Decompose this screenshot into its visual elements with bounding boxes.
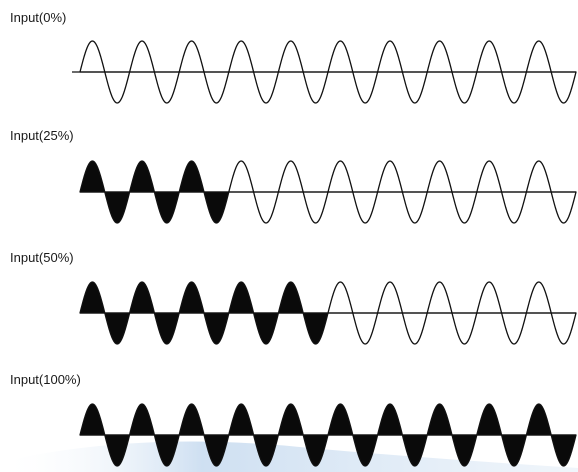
blocked-positive-half-wave	[277, 40, 304, 73]
conducting-positive-half-wave	[228, 403, 255, 436]
blocked-positive-half-wave	[277, 160, 304, 193]
blocked-positive-half-wave	[525, 160, 552, 193]
blocked-positive-half-wave	[327, 281, 354, 314]
conducting-positive-half-wave	[228, 281, 255, 314]
blocked-positive-half-wave	[476, 160, 503, 193]
conducting-positive-half-wave	[178, 160, 205, 193]
blocked-positive-half-wave	[178, 40, 205, 73]
blocked-positive-half-wave	[376, 40, 404, 73]
panel-label: Input(100%)	[10, 372, 81, 387]
blocked-negative-half-wave	[550, 71, 577, 104]
blocked-negative-half-wave	[500, 191, 528, 224]
waveform	[79, 160, 577, 224]
conducting-negative-half-wave	[153, 191, 180, 224]
blocked-negative-half-wave	[451, 191, 478, 224]
conducting-negative-half-wave	[550, 434, 577, 467]
conducting-positive-half-wave	[128, 160, 156, 193]
blocked-negative-half-wave	[203, 71, 230, 104]
blocked-negative-half-wave	[352, 71, 379, 104]
blocked-positive-half-wave	[128, 40, 156, 73]
blocked-positive-half-wave	[426, 281, 453, 314]
blocked-negative-half-wave	[401, 71, 428, 104]
blocked-positive-half-wave	[426, 40, 453, 73]
blocked-positive-half-wave	[525, 281, 552, 314]
conducting-negative-half-wave	[104, 434, 131, 467]
panel-label: Input(50%)	[10, 250, 74, 265]
conducting-negative-half-wave	[153, 312, 180, 345]
blocked-negative-half-wave	[401, 312, 428, 345]
blocked-negative-half-wave	[500, 312, 528, 345]
blocked-positive-half-wave	[476, 40, 503, 73]
conducting-positive-half-wave	[79, 160, 106, 193]
conducting-negative-half-wave	[352, 434, 379, 467]
conducting-negative-half-wave	[302, 434, 329, 467]
blocked-negative-half-wave	[302, 71, 329, 104]
blocked-negative-half-wave	[550, 191, 577, 224]
panel-input-25: Input(25%)	[10, 128, 577, 224]
blocked-positive-half-wave	[525, 40, 552, 73]
conducting-negative-half-wave	[451, 434, 478, 467]
conducting-positive-half-wave	[178, 281, 205, 314]
blocked-negative-half-wave	[153, 71, 180, 104]
conducting-positive-half-wave	[79, 281, 106, 314]
conducting-negative-half-wave	[302, 312, 329, 345]
blocked-negative-half-wave	[352, 312, 379, 345]
blocked-positive-half-wave	[376, 281, 404, 314]
background-swoosh	[0, 441, 578, 472]
conducting-negative-half-wave	[500, 434, 528, 467]
blocked-negative-half-wave	[550, 312, 577, 345]
waveform	[79, 403, 577, 467]
conducting-positive-half-wave	[128, 281, 156, 314]
conducting-positive-half-wave	[277, 281, 304, 314]
panel-input-100: Input(100%)	[10, 372, 577, 467]
conducting-negative-half-wave	[401, 434, 428, 467]
blocked-positive-half-wave	[426, 160, 453, 193]
blocked-positive-half-wave	[327, 160, 354, 193]
conducting-positive-half-wave	[426, 403, 453, 436]
blocked-negative-half-wave	[451, 71, 478, 104]
blocked-positive-half-wave	[228, 160, 255, 193]
panel-label: Input(0%)	[10, 10, 66, 25]
conducting-positive-half-wave	[277, 403, 304, 436]
blocked-negative-half-wave	[302, 191, 329, 224]
waveform	[72, 40, 577, 104]
conducting-negative-half-wave	[252, 434, 280, 467]
blocked-negative-half-wave	[104, 71, 131, 104]
conducting-negative-half-wave	[153, 434, 180, 467]
conducting-negative-half-wave	[203, 312, 230, 345]
conducting-positive-half-wave	[525, 403, 552, 436]
conducting-negative-half-wave	[104, 312, 131, 345]
conducting-negative-half-wave	[104, 191, 131, 224]
conducting-negative-half-wave	[203, 191, 230, 224]
conducting-negative-half-wave	[203, 434, 230, 467]
conducting-positive-half-wave	[476, 403, 503, 436]
panel-label: Input(25%)	[10, 128, 74, 143]
waveform	[79, 281, 577, 345]
conducting-positive-half-wave	[178, 403, 205, 436]
panel-input-50: Input(50%)	[10, 250, 577, 345]
blocked-positive-half-wave	[228, 40, 255, 73]
conducting-positive-half-wave	[327, 403, 354, 436]
conducting-positive-half-wave	[376, 403, 404, 436]
conducting-positive-half-wave	[128, 403, 156, 436]
blocked-negative-half-wave	[352, 191, 379, 224]
blocked-negative-half-wave	[252, 191, 280, 224]
blocked-negative-half-wave	[252, 71, 280, 104]
conducting-positive-half-wave	[79, 403, 106, 436]
conducting-negative-half-wave	[252, 312, 280, 345]
blocked-positive-half-wave	[327, 40, 354, 73]
panel-input-0: Input(0%)	[10, 10, 577, 104]
blocked-positive-half-wave	[476, 281, 503, 314]
blocked-positive-half-wave	[376, 160, 404, 193]
blocked-negative-half-wave	[401, 191, 428, 224]
blocked-negative-half-wave	[451, 312, 478, 345]
blocked-positive-half-wave	[79, 40, 106, 73]
blocked-negative-half-wave	[500, 71, 528, 104]
